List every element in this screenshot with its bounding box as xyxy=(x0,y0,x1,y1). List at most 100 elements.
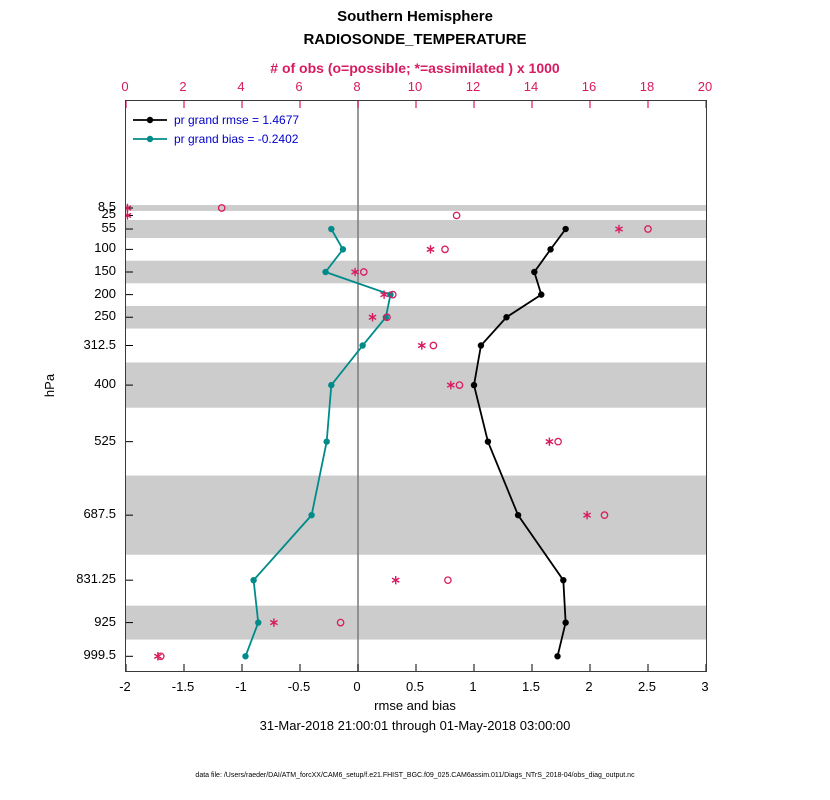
y-tick-label: 8.5 xyxy=(97,198,116,214)
assimilated-obs-marker xyxy=(368,314,377,320)
data-point xyxy=(359,342,366,349)
possible-obs-marker xyxy=(359,268,368,276)
x-tick-label: 1.5 xyxy=(521,679,541,694)
data-point xyxy=(484,438,492,445)
data-point xyxy=(322,268,329,276)
assimilated-obs-marker xyxy=(351,269,360,275)
possible-obs-marker xyxy=(441,245,449,254)
profile-chart xyxy=(126,101,706,671)
rmse-line-sample-icon xyxy=(133,116,167,123)
obs-tick-label: 18 xyxy=(639,79,655,94)
y-tick-label: 925 xyxy=(94,613,116,629)
pr-grand-rmse-line xyxy=(473,228,567,657)
y-tick-label: 100 xyxy=(94,240,116,256)
data-point xyxy=(308,511,315,519)
possible-obs-marker xyxy=(644,225,652,233)
y-tick-label: 400 xyxy=(94,376,116,392)
possible-obs-marker xyxy=(452,211,461,220)
pressure-layer-band xyxy=(126,219,706,239)
data-point xyxy=(323,438,330,445)
data-point xyxy=(547,246,554,253)
possible-obs-marker xyxy=(600,511,609,520)
assimilated-obs-marker xyxy=(126,212,132,218)
obs-tick-label: 6 xyxy=(295,79,303,94)
assimilated-obs-marker xyxy=(446,382,455,388)
x-tick-label: -1.5 xyxy=(171,679,195,694)
assimilated-obs-marker xyxy=(417,342,426,349)
date-range: 31-Mar-2018 21:00:01 through 01-May-2018… xyxy=(259,718,571,733)
data-point xyxy=(328,225,335,233)
pressure-layer-band xyxy=(126,205,706,211)
data-point xyxy=(562,619,569,626)
data-point xyxy=(250,576,257,584)
title-hemisphere: Southern Hemisphere xyxy=(337,8,493,25)
data-point xyxy=(538,291,545,298)
pressure-layer-band xyxy=(126,362,706,408)
y-tick-label: 312.5 xyxy=(83,336,116,352)
y-tick-label: 55 xyxy=(101,220,116,236)
obs-tick-label: 2 xyxy=(179,79,187,94)
title-obs-type: RADIOSONDE_TEMPERATURE xyxy=(303,31,527,48)
y-tick-label: 687.5 xyxy=(83,506,116,522)
assimilated-obs-marker xyxy=(426,246,435,253)
assimilated-obs-marker xyxy=(126,205,132,210)
plot-area xyxy=(125,100,707,672)
assimilated-obs-marker xyxy=(153,653,162,660)
assimilated-obs-marker xyxy=(545,438,554,445)
data-point xyxy=(255,619,262,626)
x-tick-label: -2 xyxy=(119,679,131,694)
x-tick-label: 1 xyxy=(469,679,477,694)
assimilated-obs-marker xyxy=(583,512,592,518)
pressure-layer-band xyxy=(126,605,706,640)
pressure-layer-band xyxy=(126,305,706,329)
possible-obs-marker xyxy=(554,437,562,446)
legend: pr grand rmse = 1.4677 pr grand bias = -… xyxy=(133,110,299,148)
possible-obs-marker xyxy=(383,313,391,322)
data-point xyxy=(470,381,478,389)
assimilated-obs-marker xyxy=(269,619,278,626)
x-tick-label: 2 xyxy=(585,679,593,694)
obs-tick-label: 8 xyxy=(353,79,361,94)
data-point xyxy=(531,268,538,276)
obs-tick-label: 14 xyxy=(523,79,539,94)
data-point xyxy=(560,576,567,584)
y-tick-label: 831.25 xyxy=(76,571,116,587)
obs-tick-label: 16 xyxy=(581,79,597,94)
data-point xyxy=(503,314,510,321)
y-tick-label: 25 xyxy=(101,206,116,222)
data-point xyxy=(554,653,561,660)
x-tick-label: -0.5 xyxy=(287,679,311,694)
data-point xyxy=(339,246,347,253)
bias-line-sample-icon xyxy=(133,135,167,142)
x-tick-label: 3 xyxy=(701,679,709,694)
data-file-path: data file: /Users/raeder/DAI/ATM_forcXX/… xyxy=(195,772,635,779)
assimilated-obs-marker xyxy=(391,577,400,583)
assimilated-obs-marker xyxy=(615,226,623,232)
possible-obs-marker xyxy=(455,381,464,389)
obs-tick-label: 12 xyxy=(465,79,481,94)
y-tick-label: 200 xyxy=(94,285,116,301)
data-point xyxy=(387,291,394,298)
data-point xyxy=(514,511,522,519)
pressure-layer-band xyxy=(126,260,706,284)
obs-count-axis-label: # of obs (o=possible; *=assimilated ) x … xyxy=(270,60,560,76)
data-point xyxy=(562,225,569,233)
obs-tick-label: 20 xyxy=(697,79,713,94)
x-tick-label: -1 xyxy=(235,679,247,694)
legend-item-rmse: pr grand rmse = 1.4677 xyxy=(133,110,299,129)
y-tick-label: 525 xyxy=(94,432,116,448)
x-axis-title: rmse and bias xyxy=(374,698,456,713)
possible-obs-marker xyxy=(336,618,345,627)
possible-obs-marker xyxy=(388,290,397,299)
data-point xyxy=(242,653,249,660)
y-tick-label: 150 xyxy=(94,263,116,278)
obs-tick-label: 4 xyxy=(237,79,245,94)
x-tick-label: 0 xyxy=(353,679,361,694)
legend-label-bias: pr grand bias = -0.2402 xyxy=(174,131,299,146)
legend-label-rmse: pr grand rmse = 1.4677 xyxy=(174,112,300,127)
x-tick-label: 2.5 xyxy=(637,679,657,694)
y-tick-label: 999.5 xyxy=(83,647,116,663)
pr-grand-bias-line xyxy=(244,228,392,657)
obs-tick-label: 0 xyxy=(121,79,129,94)
